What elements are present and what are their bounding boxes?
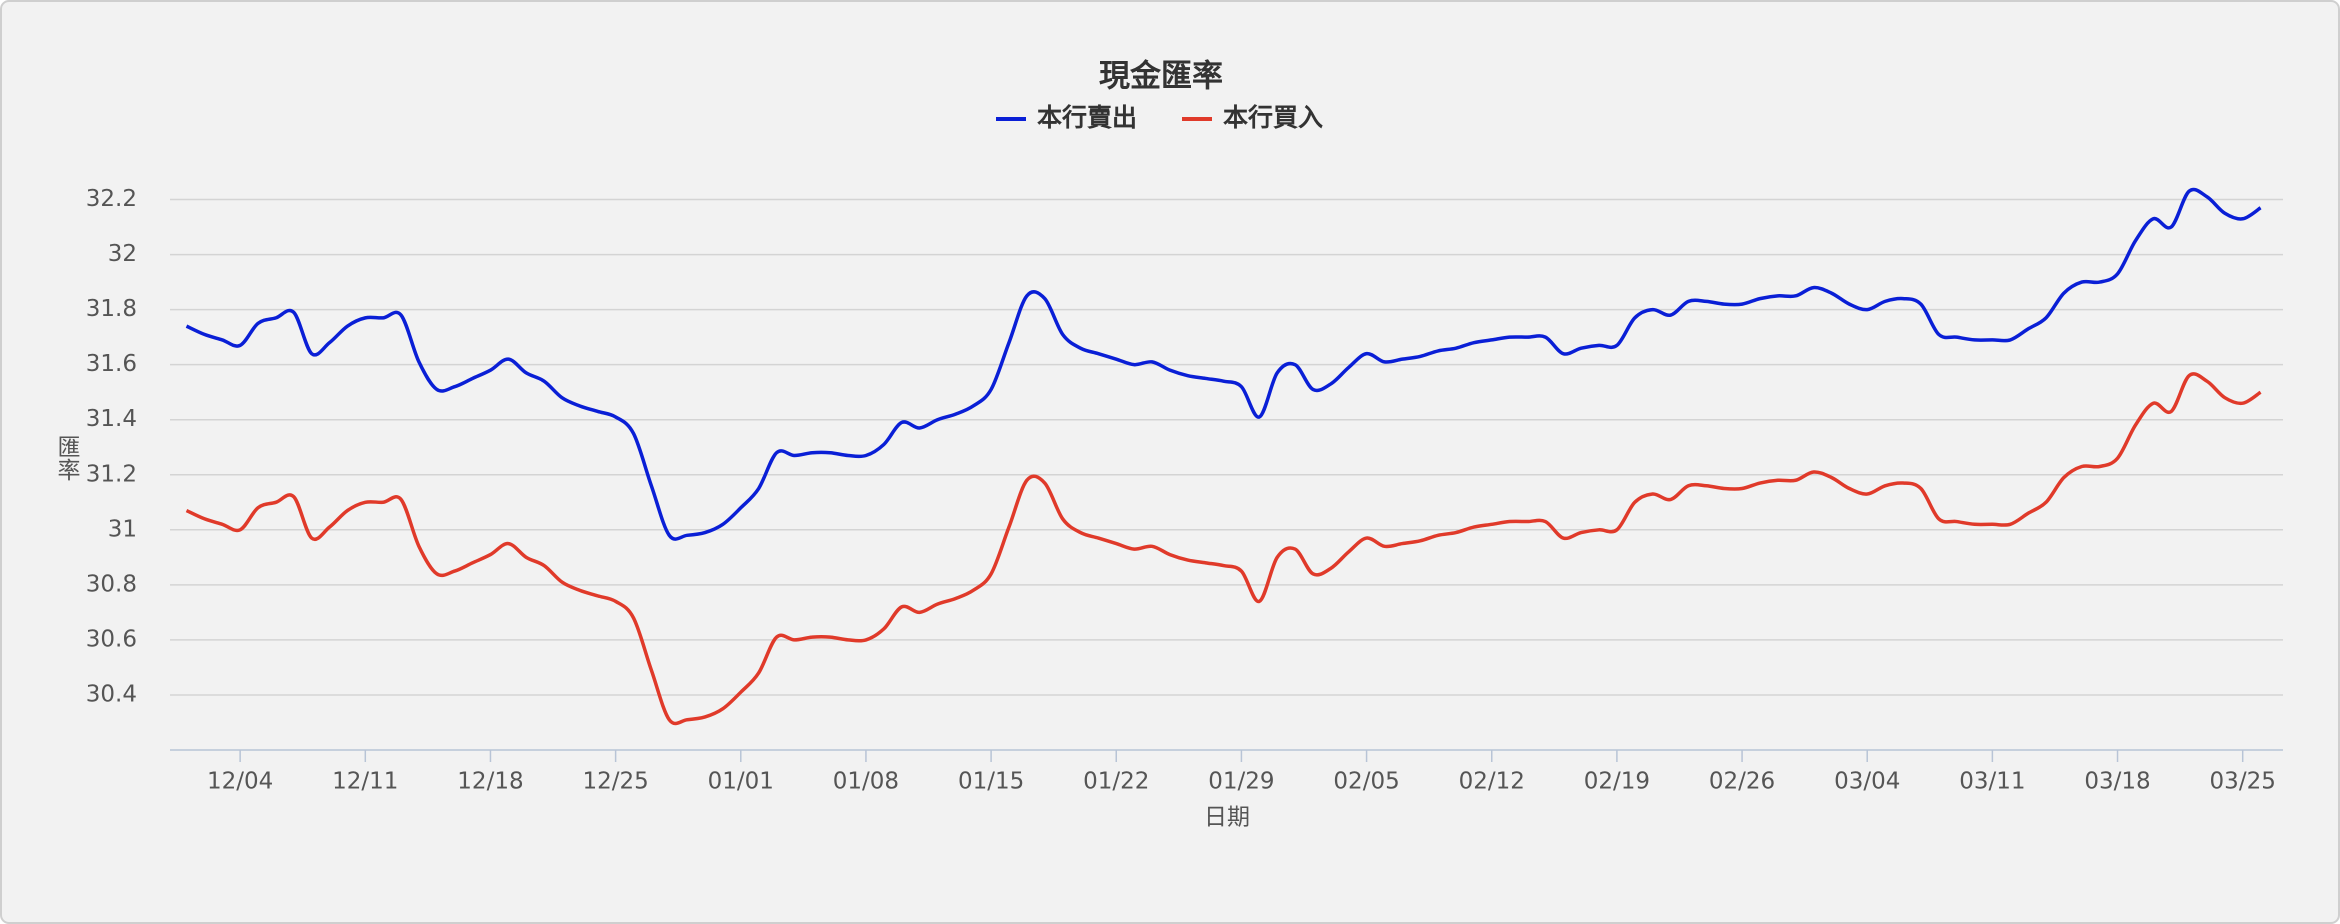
x-tick-label: 01/29 bbox=[1208, 769, 1274, 795]
x-tick-label: 12/25 bbox=[582, 769, 648, 795]
y-tick-label: 31.6 bbox=[86, 351, 137, 377]
series-line bbox=[185, 372, 2262, 726]
series-line bbox=[185, 187, 2262, 541]
x-tick-label: 01/08 bbox=[833, 769, 899, 795]
x-tick-label: 12/11 bbox=[332, 769, 398, 795]
y-tick-label: 30.8 bbox=[86, 571, 137, 597]
x-tick-label: 01/22 bbox=[1083, 769, 1149, 795]
y-tick-label: 31.2 bbox=[86, 461, 137, 487]
x-tick-label: 02/26 bbox=[1709, 769, 1775, 795]
x-tick-label: 12/04 bbox=[207, 769, 273, 795]
y-tick-label: 31.4 bbox=[86, 406, 137, 432]
y-tick-label: 31.8 bbox=[86, 296, 137, 322]
x-tick-label: 02/05 bbox=[1333, 769, 1399, 795]
y-tick-label: 30.4 bbox=[86, 681, 137, 707]
x-tick-label: 03/04 bbox=[1834, 769, 1900, 795]
x-tick-label: 03/25 bbox=[2210, 769, 2276, 795]
x-tick-label: 02/12 bbox=[1459, 769, 1525, 795]
legend-label: 本行賣出 bbox=[1037, 103, 1137, 132]
x-tick-label: 02/19 bbox=[1584, 769, 1650, 795]
y-axis-label: 匯率 bbox=[53, 435, 80, 481]
y-tick-label: 32.2 bbox=[86, 186, 137, 212]
x-tick-label: 03/18 bbox=[2084, 769, 2150, 795]
x-tick-label: 12/18 bbox=[457, 769, 523, 795]
chart-title: 現金匯率 bbox=[1099, 59, 1223, 95]
x-tick-label: 01/01 bbox=[708, 769, 774, 795]
x-axis-label: 日期 bbox=[1204, 805, 1250, 831]
y-tick-label: 31 bbox=[108, 516, 137, 542]
x-tick-label: 03/11 bbox=[1959, 769, 2025, 795]
x-tick-label: 01/15 bbox=[958, 769, 1024, 795]
y-tick-label: 32 bbox=[108, 241, 137, 267]
legend-label: 本行買入 bbox=[1223, 103, 1323, 132]
y-tick-label: 30.6 bbox=[86, 626, 137, 652]
